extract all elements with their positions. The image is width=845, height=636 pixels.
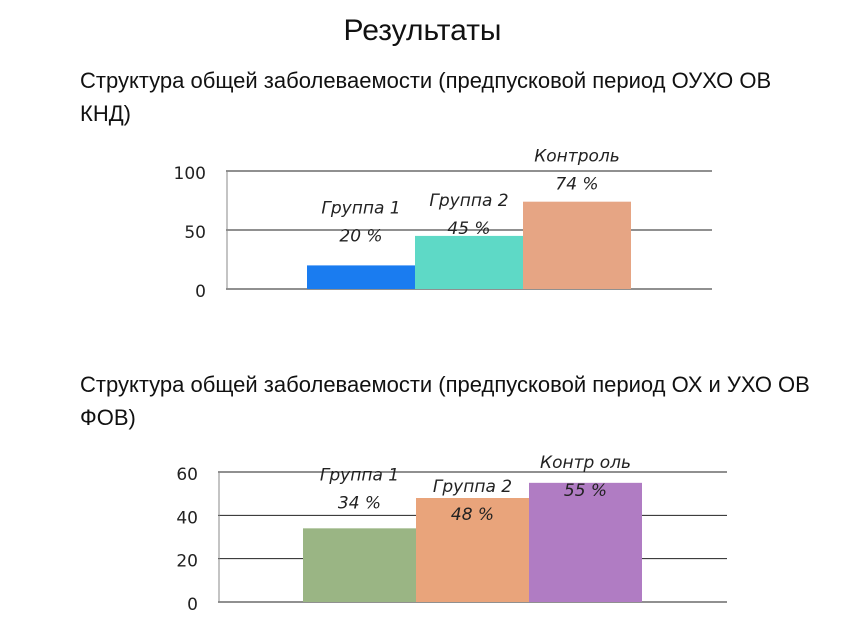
chart-2-value-label-1: 34 % (338, 493, 381, 513)
chart-2-tick-label-1: 20 (176, 552, 198, 572)
chart-1-category-label-2: Группа 2 (429, 191, 508, 211)
chart-1-tick-label-0: 0 (195, 282, 206, 302)
chart-1: 0 50 100 Группа 1 20 % Группа 2 45 % Контроль 74… (174, 147, 712, 302)
page-title: Результаты (343, 14, 502, 47)
chart-1-category-label-3: Контроль (534, 147, 620, 167)
chart-2-bar-3 (529, 482, 642, 602)
chart-2-tick-label-2: 40 (176, 508, 198, 528)
chart-2: 0 20 40 60 Группа 1 34 % Группа 2 48 % Контр оль… (176, 453, 727, 615)
chart-1-tick-label-1: 50 (184, 223, 206, 243)
chart-2-value-label-3: 55 % (564, 481, 607, 501)
chart-2-category-label-3: Контр оль (540, 453, 631, 473)
chart-2-tick-label-3: 60 (176, 465, 198, 485)
chart-1-bar-1 (307, 265, 415, 289)
chart-1-category-label-1: Группа 1 (321, 198, 400, 218)
chart-2-bar-1 (303, 528, 416, 602)
chart-2-bar-2 (416, 498, 529, 602)
chart-2-category-label-1: Группа 1 (320, 465, 399, 485)
chart-1-tick-label-2: 100 (174, 164, 206, 184)
chart-1-value-label-3: 74 % (555, 175, 598, 195)
chart-2-value-label-2: 48 % (451, 505, 494, 525)
chart-1-bar-3 (523, 201, 631, 289)
chart-1-value-label-2: 45 % (447, 219, 490, 239)
chart-1-value-label-1: 20 % (339, 226, 382, 246)
chart-2-tick-label-0: 0 (187, 595, 198, 615)
chart-1-bar-2 (415, 235, 523, 289)
chart-1-title: Структура общей заболеваемости (предпуск… (80, 68, 772, 126)
chart-2-title: Структура общей заболеваемости (предпуск… (80, 372, 810, 430)
chart-2-category-label-2: Группа 2 (433, 477, 512, 497)
